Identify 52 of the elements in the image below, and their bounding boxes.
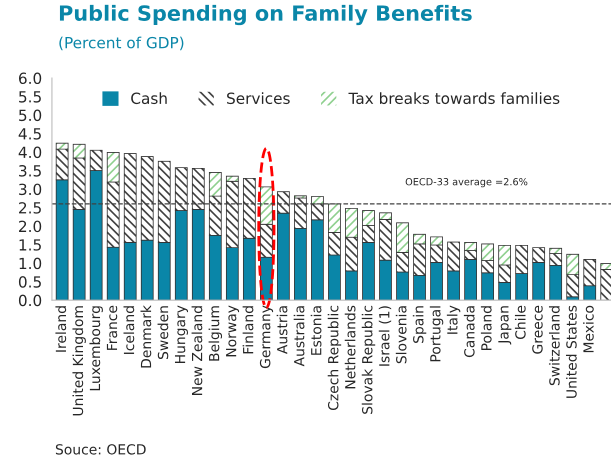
y-tick-label: 2.5 bbox=[19, 202, 41, 214]
x-tick-label: Austria bbox=[276, 306, 288, 354]
x-tick-label: Australia bbox=[294, 306, 304, 366]
x-tick-label: Poland bbox=[480, 306, 492, 350]
x-tick-label: Slovak Republic bbox=[362, 306, 376, 414]
x-tick-label: Slovenia bbox=[396, 306, 407, 364]
x-tick-label: Italy bbox=[446, 305, 460, 334]
x-tick-label: New Zealand bbox=[192, 306, 202, 395]
x-tick-label: Ireland bbox=[55, 306, 66, 352]
x-tick-label: United Kingdom bbox=[72, 306, 86, 416]
x-tick-label: Israel (1) bbox=[378, 306, 392, 366]
x-tick-label: Switzerland bbox=[548, 306, 560, 386]
x-tick-label: Finland bbox=[242, 306, 254, 354]
chart-title: Public Spending on Family Benefits bbox=[60, 4, 472, 26]
x-tick-label: Luxembourg bbox=[89, 306, 103, 390]
y-tick-label: 4.0 bbox=[18, 146, 42, 158]
text: Souce: OECD bbox=[56, 444, 146, 455]
y-tick-label: 0.0 bbox=[18, 294, 42, 306]
x-tick-label: Canada bbox=[464, 306, 475, 358]
legend-label: Cash bbox=[131, 92, 167, 104]
y-tick-label: 5.5 bbox=[19, 91, 41, 103]
x-tick-label: Sweden bbox=[158, 306, 168, 360]
y-tick-label: 5.0 bbox=[19, 110, 42, 122]
y-tick-label: 2.0 bbox=[19, 220, 42, 232]
x-tick-label: Czech Republic bbox=[328, 306, 342, 410]
x-tick-label: Estonia bbox=[310, 306, 322, 355]
x-tick-label: Greece bbox=[532, 306, 543, 354]
x-tick-label: Spain bbox=[412, 306, 426, 343]
x-tick-label: Netherlands bbox=[344, 306, 356, 388]
y-tick-label: 3.5 bbox=[19, 165, 41, 177]
x-tick-label: Hungary bbox=[174, 305, 188, 363]
y-tick-label: 4.5 bbox=[18, 128, 41, 140]
ref-line-label: OECD-33 average =2.6% bbox=[406, 178, 528, 188]
x-tick-label: Mexico bbox=[583, 306, 594, 352]
legend-label: Tax breaks towards families bbox=[348, 92, 560, 104]
x-tick-label: Iceland bbox=[124, 306, 134, 354]
x-tick-label: Denmark bbox=[140, 305, 152, 368]
x-tick-label: Japan bbox=[498, 306, 512, 345]
y-tick-label: 1.0 bbox=[20, 258, 42, 270]
y-tick-label: 0.5 bbox=[18, 276, 41, 288]
y-tick-label: 3.0 bbox=[19, 184, 42, 196]
x-tick-label: United States bbox=[566, 306, 577, 398]
x-tick-label: France bbox=[106, 306, 118, 350]
x-tick-label: Germany bbox=[260, 305, 274, 368]
y-tick-label: 6.0 bbox=[18, 72, 42, 84]
x-tick-label: Chile bbox=[514, 306, 526, 340]
legend-label: Services bbox=[227, 92, 290, 104]
x-tick-label: Belgium bbox=[208, 306, 222, 361]
chart-subtitle: (Percent of GDP) bbox=[59, 36, 184, 50]
x-tick-label: Norway bbox=[226, 305, 240, 356]
y-tick-label: 1.5 bbox=[20, 239, 41, 251]
x-tick-label: Portugal bbox=[430, 306, 444, 362]
